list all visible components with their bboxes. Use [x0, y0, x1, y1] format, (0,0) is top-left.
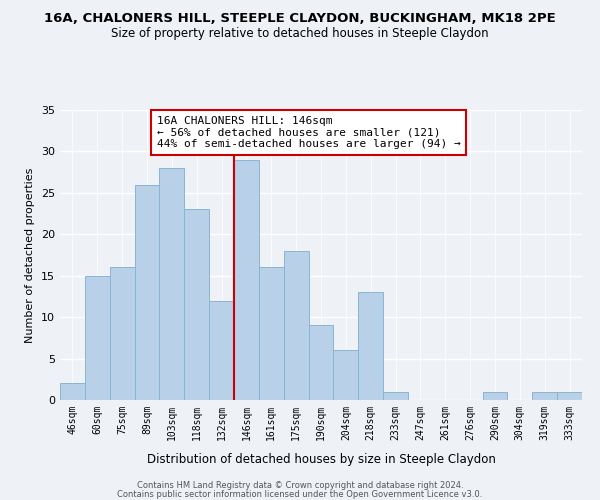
- Bar: [532, 392, 557, 400]
- Y-axis label: Number of detached properties: Number of detached properties: [25, 168, 35, 342]
- Bar: [160, 168, 184, 400]
- Bar: [209, 300, 234, 400]
- Text: Distribution of detached houses by size in Steeple Claydon: Distribution of detached houses by size …: [146, 452, 496, 466]
- Bar: [482, 392, 508, 400]
- Bar: [259, 268, 284, 400]
- Bar: [85, 276, 110, 400]
- Bar: [383, 392, 408, 400]
- Bar: [557, 392, 582, 400]
- Text: Contains public sector information licensed under the Open Government Licence v3: Contains public sector information licen…: [118, 490, 482, 499]
- Text: Size of property relative to detached houses in Steeple Claydon: Size of property relative to detached ho…: [111, 28, 489, 40]
- Text: 16A, CHALONERS HILL, STEEPLE CLAYDON, BUCKINGHAM, MK18 2PE: 16A, CHALONERS HILL, STEEPLE CLAYDON, BU…: [44, 12, 556, 26]
- Text: Contains HM Land Registry data © Crown copyright and database right 2024.: Contains HM Land Registry data © Crown c…: [137, 481, 463, 490]
- Bar: [184, 210, 209, 400]
- Bar: [134, 184, 160, 400]
- Bar: [284, 251, 308, 400]
- Bar: [110, 268, 134, 400]
- Bar: [308, 326, 334, 400]
- Text: 16A CHALONERS HILL: 146sqm
← 56% of detached houses are smaller (121)
44% of sem: 16A CHALONERS HILL: 146sqm ← 56% of deta…: [157, 116, 460, 149]
- Bar: [234, 160, 259, 400]
- Bar: [60, 384, 85, 400]
- Bar: [358, 292, 383, 400]
- Bar: [334, 350, 358, 400]
